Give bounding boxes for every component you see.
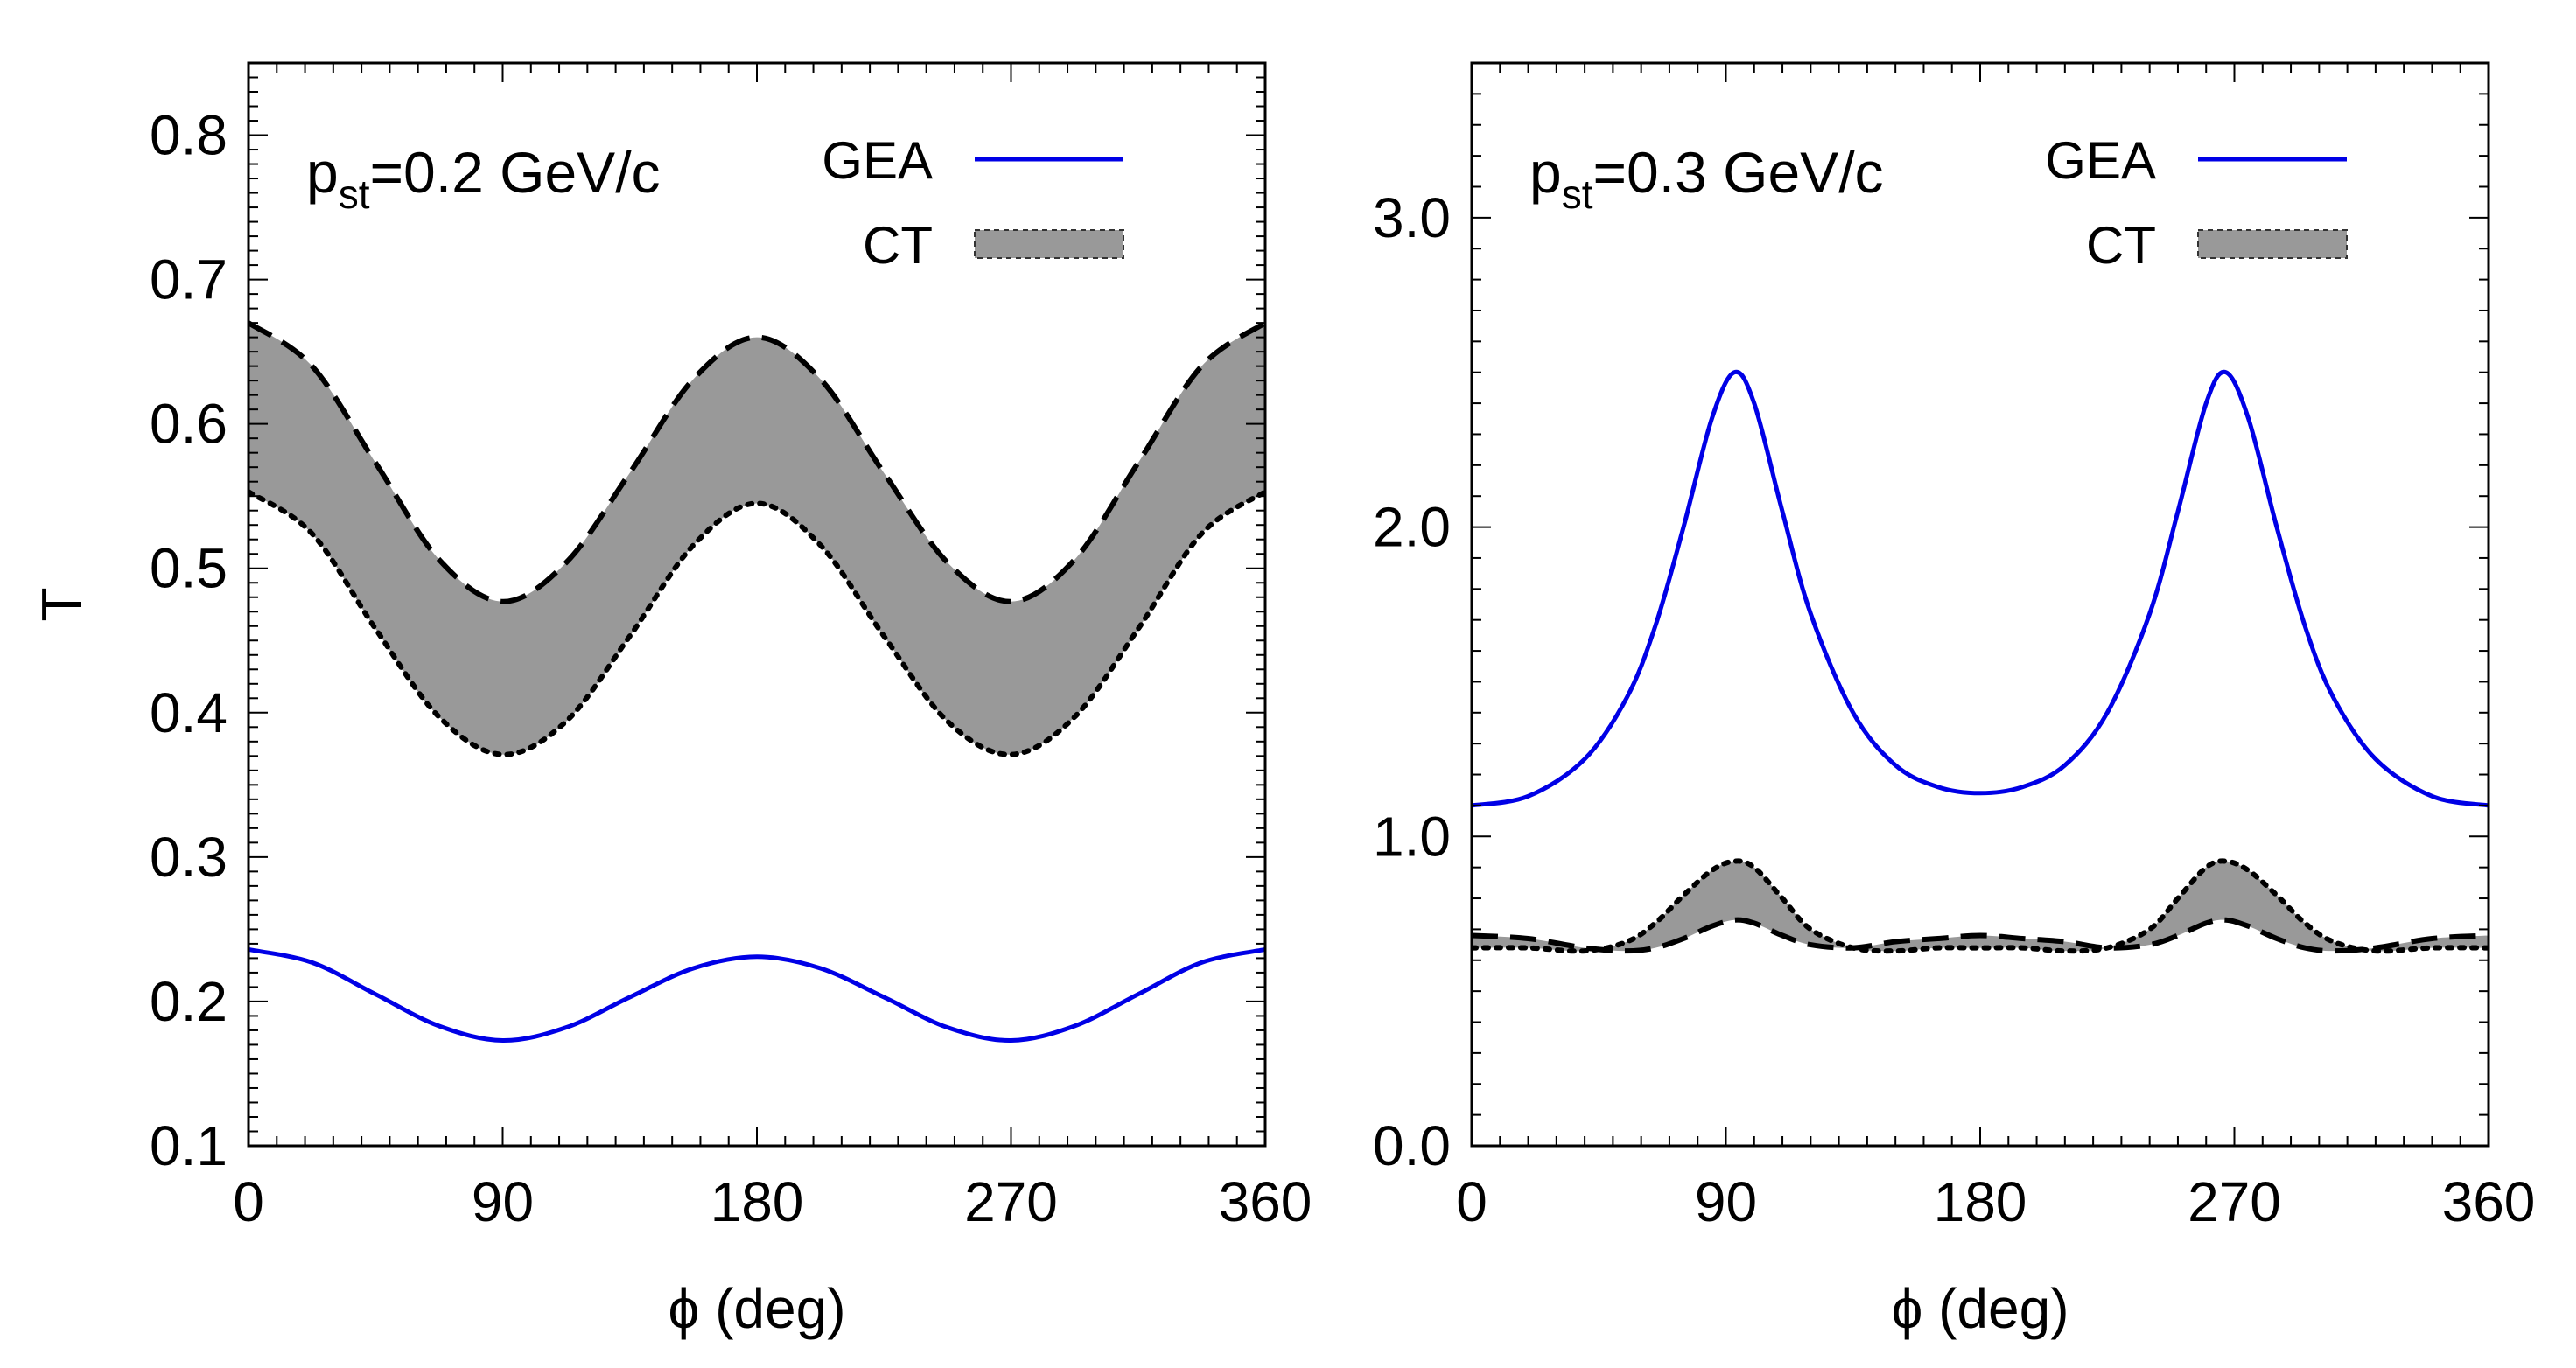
x-tick-label: 180	[710, 1170, 804, 1233]
x-tick-label: 270	[964, 1170, 1058, 1233]
y-tick-label: 0.3	[150, 826, 228, 889]
legend-label-gea: GEA	[2045, 131, 2156, 190]
y-tick-label: 1.0	[1373, 805, 1451, 868]
plot-area	[1472, 369, 2488, 954]
legend-swatch-ct	[974, 229, 1124, 259]
left-panel: 0 90 180 270 360 0.1 0.2 0.3 0.4 0.5 0.6 0.7 0.8 ϕ (d…	[30, 61, 1312, 1340]
axes-frame	[1470, 61, 2490, 1148]
legend-label-ct: CT	[2086, 216, 2156, 275]
ct-upper-line	[248, 320, 1265, 604]
x-tick-label: 0	[233, 1170, 264, 1233]
y-tick-label: 0.5	[150, 537, 228, 600]
momentum-annotation: pst=0.2 GeV/c	[306, 140, 661, 217]
legend-label-ct: CT	[863, 216, 933, 275]
ct-upper-line	[1472, 858, 2488, 954]
legend: GEA CT	[822, 131, 1124, 275]
x-tick-label: 360	[1219, 1170, 1312, 1233]
legend-swatch-ct	[2197, 229, 2348, 259]
y-tick-label: 0.4	[150, 681, 228, 744]
y-axis-title: T	[30, 587, 93, 621]
y-tick-label: 0.1	[150, 1114, 228, 1177]
y-tick-label: 0.0	[1373, 1114, 1451, 1177]
plot-area	[248, 320, 1265, 1043]
legend: GEA CT	[2045, 131, 2348, 275]
x-tick-label: 180	[1934, 1170, 2027, 1233]
x-axis-title: ϕ (deg)	[1891, 1277, 2068, 1340]
x-tick-label: 90	[472, 1170, 534, 1233]
y-tick-label: 0.6	[150, 393, 228, 456]
ct-lower-line	[248, 489, 1265, 757]
ct-band	[248, 323, 1265, 755]
ct-band	[1472, 861, 2488, 952]
gea-line	[1472, 369, 2488, 808]
x-tick-label: 270	[2188, 1170, 2281, 1233]
momentum-annotation: pst=0.3 GeV/c	[1530, 140, 1884, 217]
y-tick-label: 3.0	[1373, 186, 1451, 249]
y-tick-label: 0.7	[150, 248, 228, 311]
x-tick-label: 0	[1456, 1170, 1488, 1233]
gea-line	[248, 947, 1265, 1043]
y-tick-label: 0.2	[150, 970, 228, 1033]
ct-lower-line	[1472, 917, 2488, 954]
legend-label-gea: GEA	[822, 131, 933, 190]
x-axis-title: ϕ (deg)	[668, 1277, 845, 1340]
x-tick-label: 90	[1695, 1170, 1757, 1233]
x-tick-label: 360	[2442, 1170, 2536, 1233]
y-tick-label: 0.8	[150, 104, 228, 167]
right-panel: 0 90 180 270 360 0.0 1.0 2.0 3.0 ϕ (deg) pst=0.3 G…	[1373, 61, 2536, 1340]
y-tick-label: 2.0	[1373, 496, 1451, 559]
